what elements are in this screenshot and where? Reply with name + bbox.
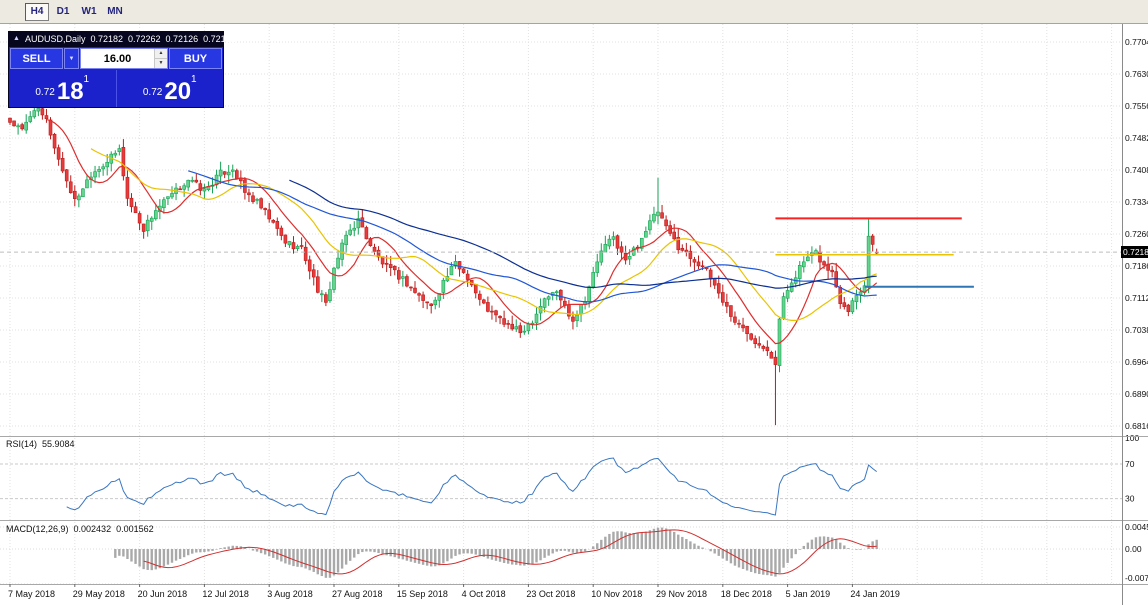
ohlc-low: 0.72126 <box>165 33 199 44</box>
svg-text:24 Jan 2019: 24 Jan 2019 <box>850 589 900 599</box>
timeframe-w1-button[interactable]: W1 <box>77 2 101 21</box>
quotes-row: 0.72 18 1 0.72 20 1 <box>9 70 223 107</box>
ask-prefix: 0.72 <box>142 87 163 98</box>
svg-text:0.00: 0.00 <box>1125 544 1142 554</box>
rsi-panel: 100 70 30 <box>0 433 1139 516</box>
svg-text:70: 70 <box>1125 459 1135 469</box>
timeframe-mn-button[interactable]: MN <box>103 2 127 21</box>
svg-text:0.7334: 0.7334 <box>1125 197 1148 207</box>
timeframe-d1-button[interactable]: D1 <box>51 2 75 21</box>
bid-quote[interactable]: 0.72 18 1 <box>9 70 117 107</box>
bid-prefix: 0.72 <box>35 87 55 98</box>
macd-signal-value: 0.001562 <box>116 524 154 534</box>
svg-text:-0.007292: -0.007292 <box>1125 573 1148 583</box>
volume-stepper: ▲ ▼ <box>154 49 167 68</box>
rsi-indicator-label: RSI(14) 55.9084 <box>6 439 80 449</box>
sell-button[interactable]: SELL <box>10 48 63 69</box>
buy-button[interactable]: BUY <box>169 48 222 69</box>
svg-text:0.6816: 0.6816 <box>1125 421 1148 431</box>
svg-text:0.7482: 0.7482 <box>1125 133 1148 143</box>
svg-text:4 Oct 2018: 4 Oct 2018 <box>462 589 506 599</box>
svg-text:29 May 2018: 29 May 2018 <box>73 589 125 599</box>
macd-main-value: 0.002432 <box>73 524 112 534</box>
ask-superscript: 1 <box>191 74 197 85</box>
one-click-trading-panel: SELL ▼ ▲ ▼ BUY 0.72 18 1 0.72 20 1 <box>8 46 224 108</box>
volume-input[interactable] <box>81 49 154 68</box>
svg-text:0.7038: 0.7038 <box>1125 325 1148 335</box>
svg-text:0.7408: 0.7408 <box>1125 165 1148 175</box>
volume-field: ▲ ▼ <box>80 48 168 69</box>
macd-panel: 0.004583 0.00 -0.007292 <box>0 522 1148 585</box>
rsi-line <box>66 457 878 516</box>
svg-text:5 Jan 2019: 5 Jan 2019 <box>786 589 831 599</box>
svg-text:0.7186: 0.7186 <box>1125 261 1148 271</box>
svg-text:0.7704: 0.7704 <box>1125 37 1148 47</box>
macd-name: MACD(12,26,9) <box>6 524 69 534</box>
svg-text:27 Aug 2018: 27 Aug 2018 <box>332 589 383 599</box>
bid-big-digits: 18 <box>56 78 84 105</box>
collapse-panel-icon[interactable]: ▲ <box>13 35 20 42</box>
svg-text:20 Jun 2018: 20 Jun 2018 <box>138 589 188 599</box>
time-axis[interactable]: 7 May 2018 29 May 2018 20 Jun 2018 12 Jul 2… <box>8 584 900 599</box>
moving-averages <box>46 118 878 345</box>
trade-controls-row: SELL ▼ ▲ ▼ BUY <box>9 47 223 70</box>
svg-text:10 Nov 2018: 10 Nov 2018 <box>591 589 642 599</box>
svg-text:0.004583: 0.004583 <box>1125 522 1148 532</box>
svg-text:100: 100 <box>1125 433 1139 443</box>
ohlc-close: 0.72181 <box>203 33 236 44</box>
svg-text:0.6964: 0.6964 <box>1125 357 1148 367</box>
ohlc-open: 0.72182 <box>90 33 123 44</box>
svg-text:7 May 2018: 7 May 2018 <box>8 589 55 599</box>
svg-text:29 Nov 2018: 29 Nov 2018 <box>656 589 707 599</box>
macd-signal-line <box>143 529 877 575</box>
macd-indicator-label: MACD(12,26,9) 0.002432 0.001562 <box>6 524 159 534</box>
svg-text:12 Jul 2018: 12 Jul 2018 <box>202 589 249 599</box>
ask-quote[interactable]: 0.72 20 1 <box>117 70 224 107</box>
svg-text:23 Oct 2018: 23 Oct 2018 <box>526 589 575 599</box>
timeframe-toolbar: H4 D1 W1 MN <box>0 0 1148 24</box>
bid-superscript: 1 <box>83 74 90 85</box>
svg-text:30: 30 <box>1125 494 1135 504</box>
svg-text:0.7112: 0.7112 <box>1125 293 1148 303</box>
volume-increase-button[interactable]: ▲ <box>155 49 167 59</box>
ask-big-digits: 20 <box>164 78 192 105</box>
svg-text:0.7556: 0.7556 <box>1125 101 1148 111</box>
panel-separators[interactable] <box>0 24 1148 605</box>
volume-decrease-button[interactable]: ▼ <box>155 59 167 68</box>
svg-text:3 Aug 2018: 3 Aug 2018 <box>267 589 313 599</box>
rsi-value: 55.9084 <box>42 439 75 449</box>
ohlc-high: 0.72262 <box>128 33 161 44</box>
svg-text:18 Dec 2018: 18 Dec 2018 <box>721 589 772 599</box>
chevron-down-icon: ▼ <box>68 55 75 62</box>
volume-dropdown-button[interactable]: ▼ <box>64 48 79 69</box>
horizontal-lines[interactable] <box>775 217 974 288</box>
timeframe-h4-button[interactable]: H4 <box>25 2 49 21</box>
symbol-header: ▲ AUDUSD,Daily 0.72182 0.72262 0.72126 0… <box>8 31 236 46</box>
symbol-title: AUDUSD,Daily <box>24 33 86 44</box>
candles <box>8 103 879 426</box>
rsi-name: RSI(14) <box>6 439 38 449</box>
svg-text:15 Sep 2018: 15 Sep 2018 <box>397 589 448 599</box>
current-price-tag: 0.72181 <box>1121 246 1148 258</box>
